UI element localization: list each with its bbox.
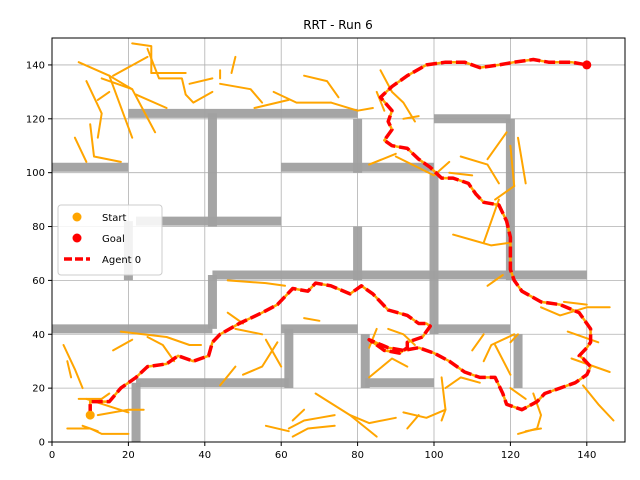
- tree-branch: [303, 74, 340, 99]
- tree-branch: [96, 408, 145, 417]
- markers: [85, 60, 592, 420]
- tree-branch: [264, 338, 283, 368]
- legend-marker-goal: [72, 233, 82, 243]
- tree-branch: [368, 357, 409, 379]
- y-tick-label: 140: [26, 60, 45, 71]
- plot-frame: [51, 37, 626, 443]
- tree-branch: [406, 414, 420, 430]
- tree-branch: [314, 392, 397, 425]
- legend-label-start: Start: [102, 213, 127, 224]
- tree-branch: [272, 90, 332, 104]
- x-tick-label: 80: [351, 450, 364, 461]
- tree-branch: [368, 152, 397, 166]
- x-tick-label: 20: [122, 450, 135, 461]
- tree-branch: [566, 330, 600, 344]
- tree-branch: [368, 327, 378, 349]
- tree-branch: [234, 327, 264, 336]
- tree-branch: [486, 274, 504, 287]
- tree-branch: [100, 77, 134, 91]
- tree-branch: [524, 427, 542, 433]
- x-tick-label: 40: [198, 450, 211, 461]
- tree-branch: [291, 408, 306, 422]
- y-tick-label: 100: [26, 168, 45, 179]
- goal-marker: [582, 60, 592, 70]
- legend-marker-start: [72, 212, 82, 222]
- legend-box: [57, 204, 163, 276]
- tree-branch: [188, 77, 214, 85]
- tree-branch: [562, 300, 588, 306]
- tree-branch: [471, 333, 485, 352]
- tree-branch: [62, 344, 84, 390]
- y-tick-label: 20: [32, 384, 45, 395]
- tree-branch: [135, 93, 168, 109]
- tree-branch: [444, 376, 481, 390]
- start-marker: [85, 410, 95, 420]
- y-tick-label: 0: [39, 438, 45, 449]
- tree-branch: [66, 427, 130, 435]
- tree-branch: [509, 387, 527, 400]
- tree-branch: [226, 279, 286, 287]
- tree-branch: [494, 344, 512, 376]
- legend-label-goal: Goal: [102, 234, 125, 245]
- tree-branch: [303, 317, 321, 322]
- x-tick-label: 60: [275, 450, 288, 461]
- rrt-tree: [62, 42, 615, 438]
- legend-label-agent-0: Agent 0: [102, 255, 141, 266]
- tree-branch: [112, 55, 149, 77]
- agent-path: [88, 57, 593, 416]
- tree-branch: [219, 82, 264, 104]
- tree-branch: [452, 233, 512, 247]
- x-tick-label: 120: [501, 450, 520, 461]
- tree-branch: [582, 384, 615, 422]
- tree-branch: [253, 98, 290, 109]
- tree-branch: [73, 136, 88, 163]
- tree-branch: [96, 90, 111, 101]
- tree-branch: [119, 330, 202, 346]
- tree-branch: [329, 101, 374, 112]
- tree-branch: [459, 155, 500, 185]
- y-tick-label: 60: [32, 276, 45, 287]
- chart-title: RRT - Run 6: [303, 18, 373, 32]
- tree-branch: [509, 333, 519, 344]
- tree-branch: [509, 144, 516, 188]
- tree-branch: [287, 414, 336, 430]
- tree-branch: [402, 408, 447, 419]
- tree-branch: [394, 155, 451, 177]
- axis-ticks: 0 20 40 60 80 100 120 140 0 20 40 60 80 100 120 140: [26, 60, 596, 461]
- y-tick-label: 80: [32, 222, 45, 233]
- tree-branch: [379, 69, 416, 123]
- x-tick-label: 140: [577, 450, 596, 461]
- tree-branch: [146, 47, 214, 104]
- legend: Start Goal Agent 0: [57, 204, 163, 276]
- tree-branch: [66, 360, 73, 379]
- tree-branch: [494, 185, 516, 201]
- tree-branch: [146, 336, 176, 363]
- tree-branch: [89, 123, 122, 163]
- tree-branch: [349, 414, 378, 438]
- tree-branch: [291, 424, 336, 438]
- tree-branch: [402, 115, 420, 120]
- tree-branch: [486, 131, 508, 161]
- tree-branch: [230, 55, 237, 74]
- tree-branch: [375, 90, 386, 112]
- obstacles: [52, 108, 587, 442]
- tree-branch: [131, 42, 153, 74]
- agent-0-path: [88, 57, 593, 416]
- tree-branch: [264, 424, 290, 433]
- x-tick-label: 0: [49, 450, 55, 461]
- tree-branch: [517, 136, 527, 185]
- tree-branch: [85, 80, 103, 139]
- x-tick-label: 100: [424, 450, 443, 461]
- y-tick-label: 120: [26, 114, 45, 125]
- tree-branch: [482, 198, 500, 244]
- y-tick-label: 40: [32, 330, 45, 341]
- tree-branch: [112, 338, 134, 352]
- tree-branch: [448, 171, 474, 177]
- tree-branch: [219, 365, 237, 387]
- tree-branch: [482, 333, 516, 363]
